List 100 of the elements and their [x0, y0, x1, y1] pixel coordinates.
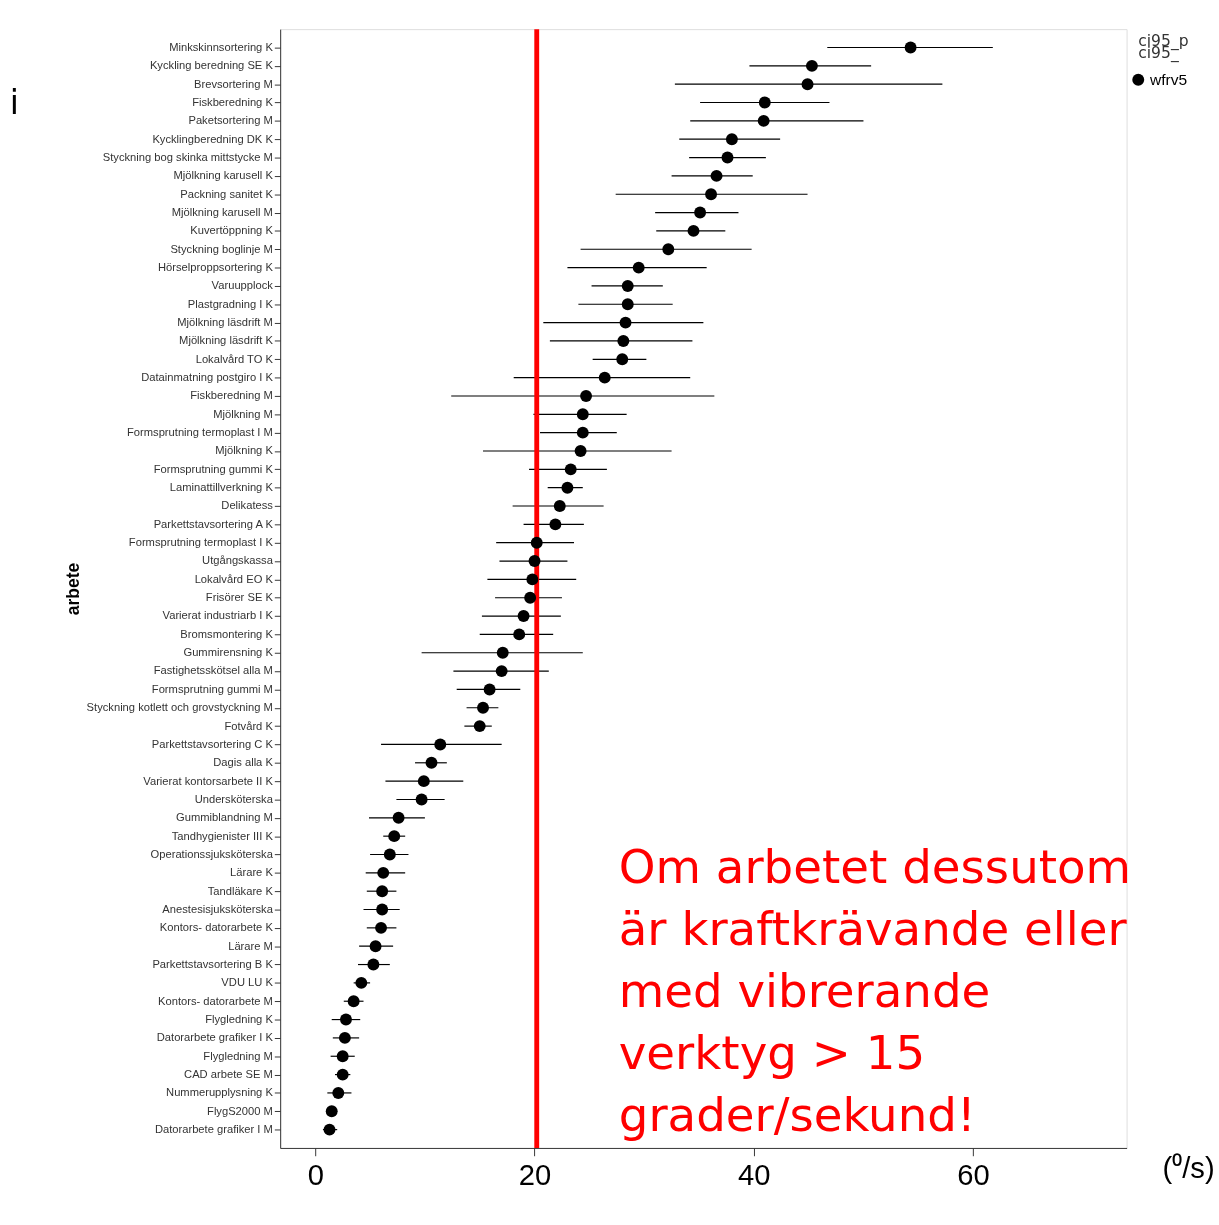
- point: [415, 793, 428, 806]
- point: [617, 335, 630, 347]
- point: [367, 958, 380, 971]
- point: [388, 830, 401, 843]
- y-tick-label: Kontors- datorarbete K: [159, 921, 274, 934]
- y-tick-label: Lärare K: [230, 866, 274, 879]
- point: [517, 610, 530, 623]
- x-axis-title: (⁰/s): [1162, 1151, 1215, 1184]
- y-tick-label: Datorarbete grafiker I K: [156, 1031, 274, 1044]
- y-tick-label: Dagis alla K: [213, 756, 274, 769]
- point: [528, 555, 541, 567]
- point: [705, 188, 718, 201]
- y-tick-label: Fiskberedning K: [192, 95, 274, 108]
- annotation: Om arbetet dessutom är kraftkrävande eller med vibrerande verktyg > 15 grader/sekund!: [618, 839, 1132, 1143]
- y-tick-label: Flygledning M: [203, 1049, 273, 1062]
- point: [576, 408, 589, 421]
- point: [904, 41, 917, 54]
- point: [434, 738, 447, 751]
- y-tick-label: Lärare M: [228, 939, 273, 952]
- point: [694, 206, 707, 219]
- y-tick-label: Lokalvård TO K: [195, 352, 274, 365]
- point: [483, 683, 496, 696]
- text: ci95_p ci95_: [1138, 31, 1189, 64]
- point: [526, 573, 539, 586]
- point: [425, 756, 438, 769]
- y-tick-label: Kyckling beredning SE K: [149, 59, 274, 72]
- y-tick-label: Mjölkning karusell M: [171, 205, 273, 218]
- point: [524, 591, 537, 604]
- x-tick-label: 40: [738, 1159, 771, 1192]
- y-tick-label: Operationssjuksköterska: [150, 847, 274, 860]
- point: [377, 866, 390, 879]
- point: [805, 59, 818, 72]
- point: [336, 1068, 349, 1081]
- point: [376, 903, 389, 916]
- y-tick-label: VDU LU K: [221, 976, 274, 989]
- point: [725, 133, 738, 146]
- y-tick-label: Mjölkning läsdrift M: [177, 316, 273, 329]
- point: [383, 848, 396, 861]
- y-tick-label: Kuvertöppning K: [190, 224, 274, 237]
- point: [495, 665, 508, 678]
- point: [564, 463, 577, 476]
- point: [496, 646, 509, 659]
- y-tick-label: Bromsmontering K: [180, 627, 274, 640]
- x-tick-label: 20: [518, 1159, 552, 1192]
- y-tick-label: Mjölkning läsdrift K: [179, 334, 274, 347]
- y-tick-label: Minkskinnsortering K: [169, 40, 274, 53]
- y-tick-label: Laminattillverkning K: [169, 481, 274, 494]
- x-tick-label: 60: [957, 1159, 990, 1192]
- y-tick-label: FlygS2000 M: [207, 1104, 273, 1117]
- point: [355, 976, 368, 989]
- y-tick-label: Mjölkning K: [215, 444, 274, 457]
- y-tick-label: Plastgradning I K: [187, 297, 274, 310]
- point: [757, 114, 770, 127]
- y-tick-label: Formsprutning termoplast I K: [128, 536, 274, 549]
- point: [598, 371, 611, 384]
- point: [477, 701, 489, 714]
- y-tick-label: Gummiblandning M: [176, 811, 273, 824]
- point: [323, 1123, 336, 1136]
- point: [576, 426, 589, 439]
- y-tick-label: Lokalvård EO K: [194, 572, 274, 585]
- point: [530, 536, 543, 549]
- y-tick-label: Parkettstavsortering C K: [151, 737, 274, 750]
- point: [392, 811, 405, 824]
- y-tick-label: Fiskberedning M: [190, 389, 273, 402]
- y-tick-label: Kontors- datorarbete M: [158, 994, 273, 1007]
- point: [338, 1031, 351, 1044]
- legend-label: wfrv5: [1148, 70, 1188, 88]
- point: [347, 995, 360, 1008]
- point: [621, 279, 634, 292]
- y-tick-label: Gummirensning K: [183, 646, 274, 659]
- point: [325, 1105, 338, 1118]
- x-tick-label: 0: [307, 1159, 324, 1192]
- point: [616, 353, 629, 366]
- y-tick-label: Varierat kontorsarbete II K: [143, 774, 274, 787]
- point: [580, 390, 593, 402]
- y-tick-label: Flygledning K: [205, 1012, 274, 1025]
- point: [619, 316, 632, 329]
- y-tick-label: Styckning bog skinka mittstycke M: [102, 150, 273, 163]
- y-tick-label: Frisörer SE K: [205, 591, 274, 604]
- y-tick-label: Parkettstavsortering A K: [153, 517, 274, 530]
- point: [621, 298, 634, 311]
- y-tick-label: Datainmatning postgiro I K: [141, 371, 274, 384]
- y-tick-label: Styckning boglinje M: [170, 242, 273, 255]
- point: [721, 151, 734, 164]
- point: [687, 224, 700, 237]
- point: [574, 445, 587, 457]
- point: [336, 1050, 349, 1063]
- y-tick-label: Formsprutning termoplast I M: [126, 426, 273, 439]
- point: [632, 261, 645, 274]
- y-tick-label: Parkettstavsortering B K: [152, 957, 274, 970]
- y-tick-label: Fotvård K: [224, 719, 274, 732]
- y-tick-label: Varuupplock: [211, 279, 274, 292]
- y-tick-label: Datorarbete grafiker I M: [154, 1123, 273, 1136]
- point: [549, 518, 562, 531]
- y-tick-label: Tandhygienister III K: [171, 829, 274, 842]
- point: [340, 1013, 352, 1026]
- y-tick-label: Delikatess: [221, 499, 274, 512]
- point: [375, 921, 388, 934]
- point: [332, 1086, 345, 1099]
- y-tick-label: Paketsortering M: [188, 114, 273, 127]
